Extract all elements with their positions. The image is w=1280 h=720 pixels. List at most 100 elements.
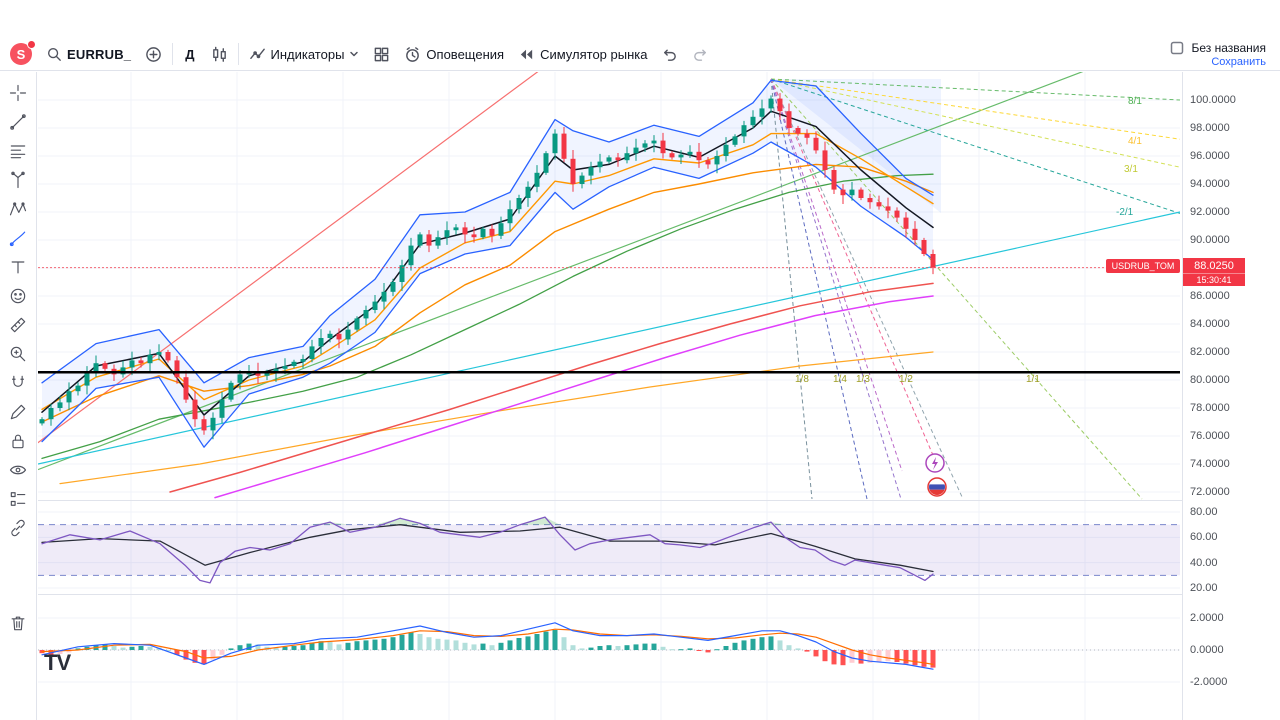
axis-label: 82.0000 bbox=[1190, 346, 1230, 358]
hide-all-icon bbox=[9, 465, 27, 474]
measure-icon bbox=[10, 317, 26, 332]
ma-teal bbox=[38, 211, 1180, 465]
axis-label: 40.00 bbox=[1190, 556, 1218, 569]
axis-label: 20.00 bbox=[1190, 582, 1218, 594]
macd-line bbox=[41, 622, 934, 670]
tool-zoom-in[interactable] bbox=[4, 339, 32, 368]
redo-button[interactable] bbox=[685, 40, 716, 68]
gann-label: 1/4 bbox=[833, 374, 847, 385]
alert-clock-icon bbox=[406, 46, 420, 62]
axis-label: 76.0000 bbox=[1190, 430, 1230, 442]
save-button[interactable]: Сохранить bbox=[1211, 55, 1266, 68]
tool-trash[interactable] bbox=[4, 608, 32, 637]
alerts-label: Оповещения bbox=[426, 46, 505, 62]
axis-label: 80.00 bbox=[1190, 506, 1218, 518]
tool-draw[interactable] bbox=[4, 397, 32, 426]
xabcd-pattern-icon bbox=[9, 201, 27, 215]
zoom-in-icon bbox=[10, 346, 26, 361]
alerts-button[interactable]: Оповещения bbox=[397, 40, 511, 68]
indicators-button[interactable]: Индикаторы bbox=[242, 40, 367, 68]
tool-measure[interactable] bbox=[4, 310, 32, 339]
trash-icon bbox=[11, 616, 25, 630]
axis-label: 94.0000 bbox=[1190, 178, 1230, 190]
gann-label: 1/3 bbox=[856, 374, 870, 385]
brush-icon bbox=[9, 231, 26, 246]
tool-magnet[interactable] bbox=[4, 368, 32, 397]
price-axis[interactable]: 100.0000 98.0000 96.0000 94.0000 92.0000 90.0… bbox=[1182, 72, 1280, 720]
tool-xabcd-pattern[interactable] bbox=[4, 194, 32, 223]
pitchfork-icon bbox=[11, 171, 25, 188]
fib-retracement-icon bbox=[10, 144, 26, 158]
link-icon bbox=[11, 519, 25, 536]
axis-label: 86.0000 bbox=[1190, 290, 1230, 302]
symbol-price-tag: USDRUB_TOM bbox=[1106, 259, 1180, 273]
tool-emoji[interactable] bbox=[4, 281, 32, 310]
plus-circle-icon bbox=[146, 46, 162, 62]
axis-label: 100.0000 bbox=[1190, 94, 1236, 106]
tool-crosshair[interactable] bbox=[4, 78, 32, 107]
ma-red bbox=[169, 282, 934, 493]
gann-label: 4/1 bbox=[1128, 136, 1142, 147]
axis-label: 0.0000 bbox=[1190, 644, 1224, 656]
layout-grid-button[interactable] bbox=[366, 40, 397, 68]
bb-basis bbox=[41, 110, 934, 416]
tool-brush[interactable] bbox=[4, 223, 32, 252]
tool-lock-all[interactable] bbox=[4, 426, 32, 455]
axis-label: 60.00 bbox=[1190, 531, 1218, 544]
axis-label: 84.0000 bbox=[1190, 318, 1230, 330]
ema-slow bbox=[41, 163, 934, 423]
axis-label: 90.0000 bbox=[1190, 234, 1230, 246]
replay-button[interactable]: Симулятор рынка bbox=[511, 40, 654, 68]
account-avatar[interactable]: S bbox=[10, 40, 36, 65]
tool-trend-line[interactable] bbox=[4, 107, 32, 136]
drawing-toolbar bbox=[0, 72, 37, 720]
green-trendline bbox=[38, 72, 1084, 471]
add-symbol-button[interactable] bbox=[138, 40, 169, 68]
last-price-tag: 88.0250 bbox=[1183, 258, 1245, 273]
gann-label: 1/1 bbox=[1026, 374, 1040, 385]
indicators-label: Индикаторы bbox=[270, 46, 345, 62]
tool-object-tree[interactable] bbox=[4, 484, 32, 513]
object-tree-icon bbox=[10, 491, 26, 506]
toolbar-separator bbox=[237, 43, 239, 65]
trend-line-icon bbox=[10, 113, 26, 130]
candles bbox=[39, 93, 936, 440]
tool-fib-retracement[interactable] bbox=[4, 136, 32, 165]
tool-hide-all[interactable] bbox=[4, 455, 32, 484]
layout-title-button[interactable]: Без названия bbox=[1170, 41, 1266, 55]
lightning-badge bbox=[925, 453, 945, 473]
chevron-down-icon bbox=[350, 51, 359, 57]
search-icon bbox=[48, 48, 61, 61]
axis-label: 92.0000 bbox=[1190, 206, 1230, 218]
replay-label: Симулятор рынка bbox=[540, 46, 648, 62]
bb-lower bbox=[41, 141, 934, 448]
candles-icon bbox=[212, 46, 226, 62]
gann-label: 1/2 bbox=[899, 374, 913, 385]
axis-label: 2.0000 bbox=[1190, 612, 1224, 624]
layout-grid-icon bbox=[375, 47, 389, 61]
redo-icon bbox=[694, 49, 707, 61]
layout-title: Без названия bbox=[1191, 40, 1266, 55]
rsi-band bbox=[38, 524, 1180, 576]
axis-label: 72.0000 bbox=[1190, 486, 1230, 498]
chart-type-button[interactable] bbox=[204, 40, 235, 68]
tool-pitchfork[interactable] bbox=[4, 165, 32, 194]
notification-badge bbox=[27, 40, 36, 49]
bar-countdown-tag: 15:30:41 bbox=[1183, 273, 1245, 286]
symbol-search-value: EURRUB_ bbox=[67, 46, 132, 62]
interval-button[interactable]: Д bbox=[185, 46, 195, 62]
axis-label: -2.0000 bbox=[1190, 676, 1228, 688]
undo-button[interactable] bbox=[654, 40, 685, 68]
axis-label: 80.0000 bbox=[1190, 374, 1230, 386]
tradingview-logo[interactable]: TV bbox=[44, 650, 71, 675]
gann-label: 8/1 bbox=[1128, 96, 1142, 107]
tool-link[interactable] bbox=[4, 513, 32, 542]
gann-label: -2/1 bbox=[1116, 207, 1134, 218]
gann-label: 3/1 bbox=[1124, 164, 1138, 175]
avatar-letter: S bbox=[16, 46, 26, 62]
symbol-search-button[interactable]: EURRUB_ bbox=[39, 40, 138, 68]
lock-all-icon bbox=[12, 434, 24, 448]
tool-text[interactable] bbox=[4, 252, 32, 281]
